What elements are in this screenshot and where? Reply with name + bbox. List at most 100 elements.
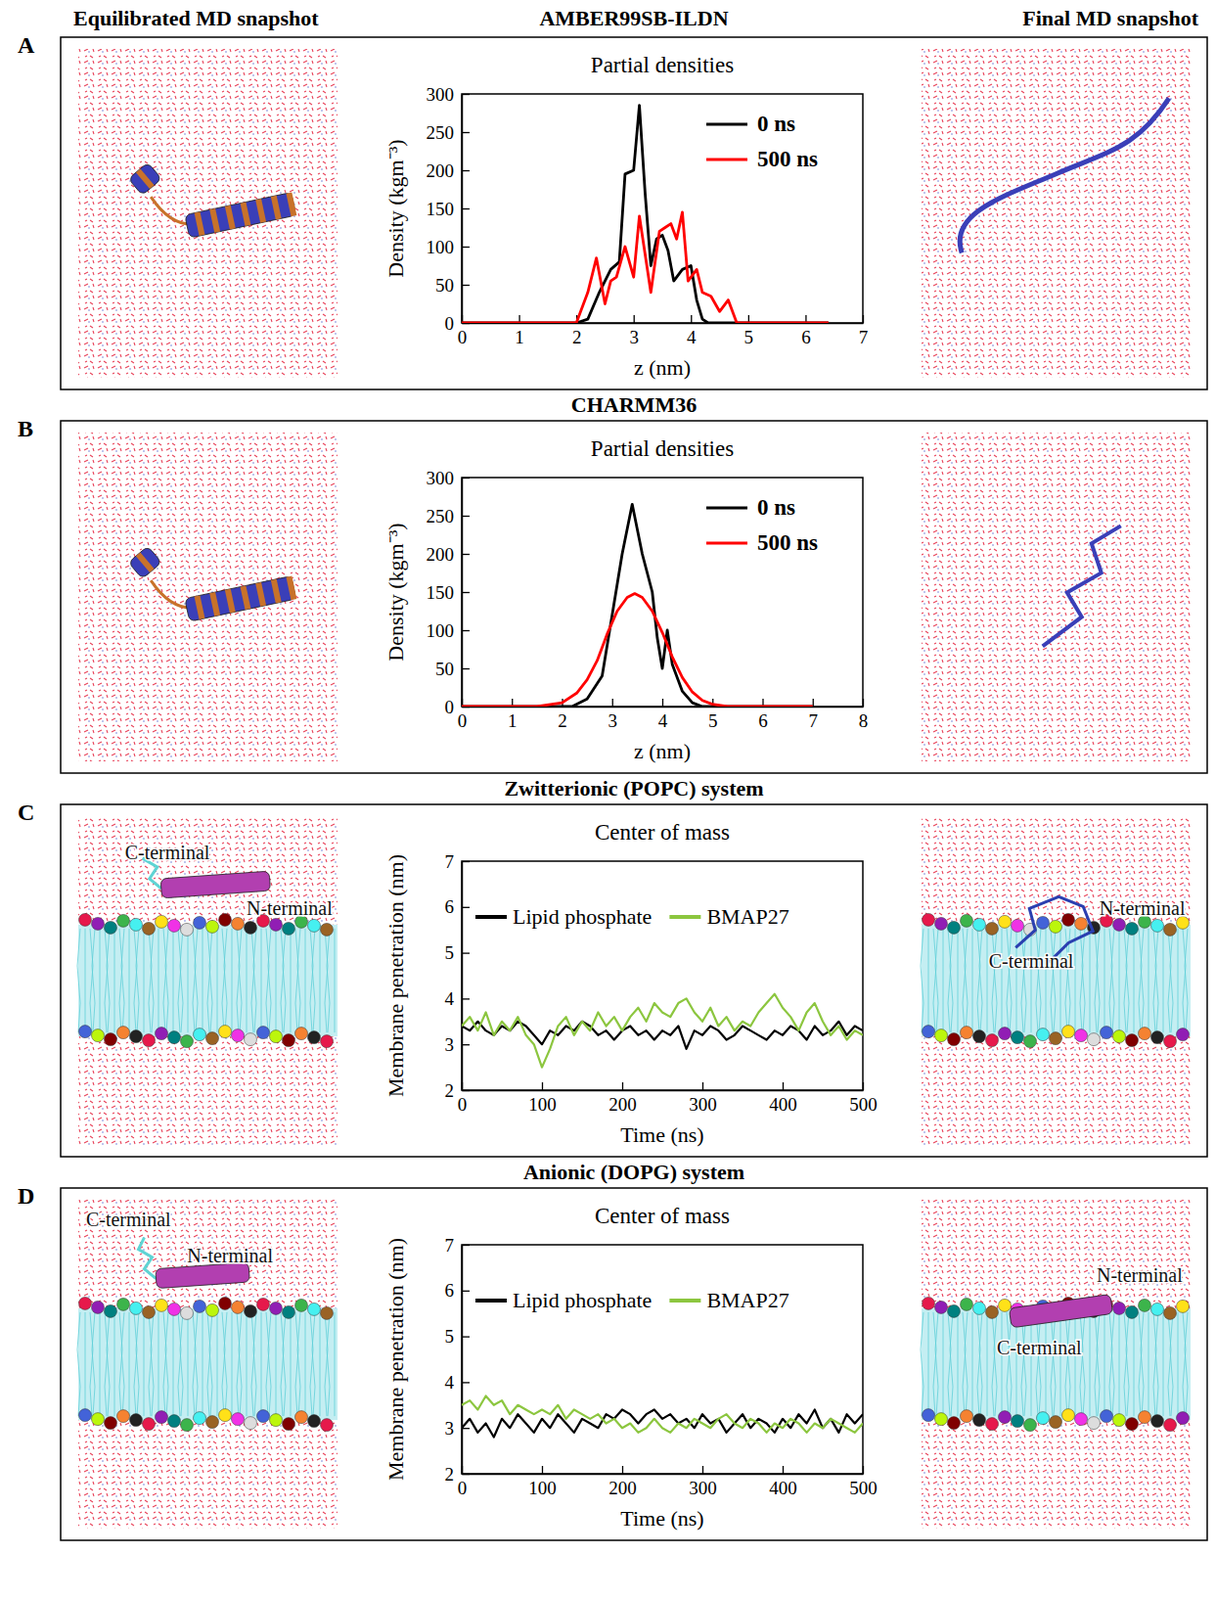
tick-label: 1 <box>507 710 518 731</box>
tick-mark <box>622 1081 624 1090</box>
lipid-head <box>180 1418 194 1432</box>
tick-label: 5 <box>744 326 755 348</box>
lipid-tail <box>1125 1311 1129 1416</box>
plot-frame <box>461 1244 863 1474</box>
tick-mark <box>702 1465 704 1474</box>
plot-area <box>461 1395 863 1437</box>
lipid-head <box>142 1034 156 1047</box>
tick-mark <box>461 630 470 631</box>
lipid-tail <box>165 928 169 1033</box>
lipid-tail <box>1182 928 1186 1033</box>
legend-label: 500 ns <box>757 146 818 172</box>
lipid-tail <box>1104 928 1106 1033</box>
tick: 6 <box>445 896 471 917</box>
lipid-tail <box>91 1311 95 1416</box>
helix-body <box>128 162 162 196</box>
lipid-head <box>1024 1418 1037 1432</box>
lipid-head <box>244 1304 258 1317</box>
lipid-head <box>998 1298 1012 1311</box>
lipid-tail <box>1060 928 1062 1033</box>
lipid-tail <box>1008 1311 1012 1416</box>
tick-mark <box>461 132 470 134</box>
plot-frame <box>461 860 863 1090</box>
tick: 200 <box>426 160 471 181</box>
lipid-tail <box>977 928 981 1033</box>
lipid-tail <box>1133 928 1135 1033</box>
helix-stripe <box>225 588 236 614</box>
lipid-head <box>193 915 207 929</box>
lipid-tail <box>1075 928 1077 1033</box>
water <box>921 1199 1191 1529</box>
lipid-tail <box>1133 1311 1135 1416</box>
tick-mark <box>461 951 470 953</box>
lipid-tail <box>238 1311 242 1416</box>
lipid-head <box>986 1305 999 1318</box>
lipid-tail <box>1104 1311 1106 1416</box>
membrane <box>78 1307 338 1420</box>
lipid-tail <box>91 928 95 1033</box>
helix <box>184 191 298 238</box>
tick-label: 100 <box>528 1093 557 1115</box>
panel-heading: Anionic (DOPG) system <box>523 1159 745 1184</box>
tick-mark <box>461 1043 470 1045</box>
tick: 250 <box>426 505 471 527</box>
tick: 100 <box>528 1465 557 1498</box>
tick: 100 <box>528 1081 557 1115</box>
series-line <box>461 212 829 323</box>
helix-stripe <box>285 575 297 600</box>
lipid-head <box>1125 1417 1139 1431</box>
legend-label: BMAP27 <box>706 1287 789 1312</box>
lipid-tail <box>324 1311 328 1416</box>
lipid-tail <box>305 928 307 1033</box>
lipid-tail <box>1045 1311 1047 1416</box>
tick-label: 2 <box>445 1463 455 1485</box>
chart-title: Partial densities <box>590 436 734 461</box>
coil <box>1042 525 1122 646</box>
lipid-tail <box>310 1311 314 1416</box>
lipid-tail <box>1094 1311 1098 1416</box>
tick: 3 <box>445 1417 471 1439</box>
lipid-tail <box>1006 1311 1010 1416</box>
tick-label: 6 <box>445 896 455 917</box>
lipid-tail <box>150 928 154 1033</box>
lipid-tail <box>187 928 189 1033</box>
lipid-head <box>130 1030 143 1043</box>
tick-label: 2 <box>572 326 583 348</box>
lipid-head <box>1062 912 1076 926</box>
legend-swatch <box>706 506 748 510</box>
tick: 300 <box>688 1081 718 1115</box>
lipid-head <box>270 1030 283 1043</box>
lipid-head <box>922 1025 936 1038</box>
lipid-head <box>973 1030 987 1043</box>
lipid-head <box>104 920 118 934</box>
lipid-tail <box>920 928 924 1033</box>
lipid-tail <box>964 928 968 1033</box>
lipid-tail <box>238 928 242 1033</box>
tick-label: 6 <box>801 326 811 348</box>
tick-label: 300 <box>688 1093 718 1115</box>
lipid-tail <box>1124 928 1127 1033</box>
lipid-head <box>257 1026 271 1039</box>
lipid-head <box>960 913 974 927</box>
lipid-head <box>1036 1028 1050 1041</box>
lipid-tail <box>1111 1311 1115 1416</box>
lipid-tail <box>266 1311 270 1416</box>
y-axis-title: Membrane penetration (nm) <box>383 854 408 1097</box>
tick-label: 250 <box>426 122 455 143</box>
lipid-tail <box>1109 1311 1113 1416</box>
tick: 5 <box>445 942 471 963</box>
tick-label: 500 <box>849 1093 878 1115</box>
lipid-tail <box>104 1311 108 1416</box>
lipid-tail <box>1177 1311 1179 1416</box>
lipid-tail <box>1023 1311 1027 1416</box>
tick-label: 5 <box>708 710 719 731</box>
lipid-tail <box>1182 1311 1186 1416</box>
lipid-tail <box>253 928 257 1033</box>
lipid-head <box>1138 1027 1152 1040</box>
helix-stripe <box>135 551 155 573</box>
panel-letter: C <box>17 799 35 825</box>
tick: 6 <box>445 1279 471 1301</box>
x-axis: 0100200300400500 <box>457 1081 878 1115</box>
lipid-tail <box>77 928 81 1033</box>
tick-mark <box>461 284 470 286</box>
